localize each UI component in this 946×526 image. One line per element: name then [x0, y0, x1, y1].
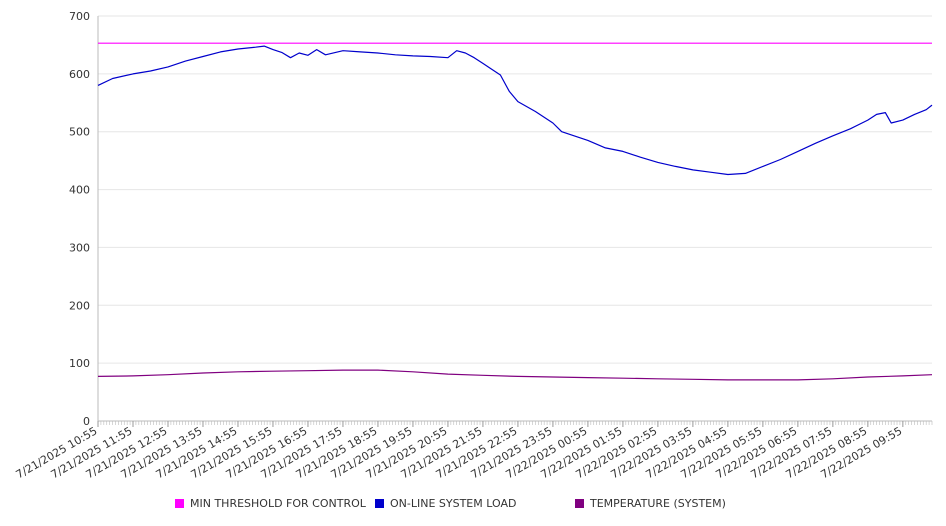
legend-label-system-load: ON-LINE SYSTEM LOAD: [390, 497, 517, 510]
axes: [97, 16, 933, 427]
legend-item-temperature[interactable]: TEMPERATURE (SYSTEM): [575, 497, 726, 510]
y-tick-label: 100: [69, 357, 90, 370]
legend-swatch-temperature: [575, 499, 584, 508]
gridlines: [98, 15, 932, 364]
series-system-load-line: [97, 45, 933, 176]
series-lines: [97, 42, 933, 381]
legend-item-min-threshold[interactable]: MIN THRESHOLD FOR CONTROL: [175, 497, 366, 510]
y-tick-label: 200: [69, 299, 90, 312]
legend-swatch-min-threshold: [175, 499, 184, 508]
legend: MIN THRESHOLD FOR CONTROL ON-LINE SYSTEM…: [0, 497, 946, 515]
series-temperature-line: [97, 369, 933, 381]
legend-swatch-system-load: [375, 499, 384, 508]
legend-label-min-threshold: MIN THRESHOLD FOR CONTROL: [190, 497, 366, 510]
legend-item-system-load[interactable]: ON-LINE SYSTEM LOAD: [375, 497, 516, 510]
legend-label-temperature: TEMPERATURE (SYSTEM): [590, 497, 726, 510]
y-tick-labels: 0 100 200 300 400 500 600 700: [69, 10, 90, 428]
x-tick-labels: 7/21/2025 10:557/21/2025 11:557/21/2025 …: [14, 424, 905, 481]
y-tick-label: 0: [83, 415, 90, 428]
y-tick-label: 500: [69, 126, 90, 139]
y-tick-label: 300: [69, 241, 90, 254]
y-tick-label: 600: [69, 68, 90, 81]
y-tick-label: 700: [69, 10, 90, 23]
y-tick-label: 400: [69, 184, 90, 197]
